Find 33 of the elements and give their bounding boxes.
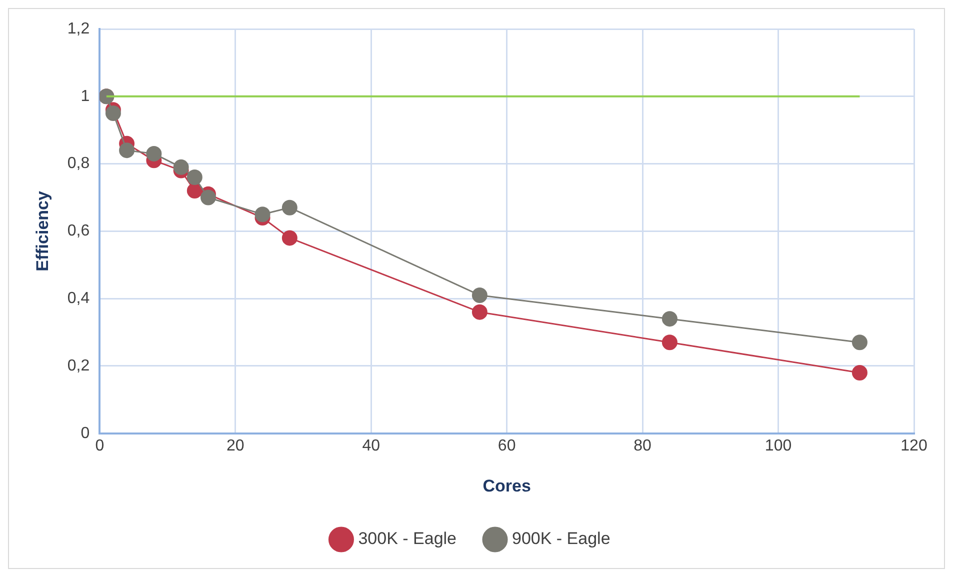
point (662, 334, 678, 350)
point (472, 287, 488, 303)
y-tick-label: 0,2 (67, 357, 90, 374)
point (146, 146, 162, 162)
x-tick-label: 100 (764, 437, 792, 454)
point (472, 304, 488, 320)
y-axis-title: Efficiency (32, 190, 52, 272)
point (852, 364, 868, 380)
point (173, 159, 189, 175)
y-tick-label: 0,6 (67, 222, 90, 240)
legend-label: 300K - Eagle (358, 529, 457, 548)
point (186, 170, 202, 186)
x-tick-label: 0 (95, 437, 104, 454)
point (200, 190, 216, 206)
point (254, 206, 270, 222)
y-tick-label: 0,8 (67, 155, 90, 172)
point (852, 334, 868, 350)
point (662, 311, 678, 327)
y-tick-label: 1 (80, 88, 90, 105)
x-axis-title: Cores (482, 476, 531, 496)
y-tick-label: 0,4 (67, 290, 90, 308)
point (282, 200, 298, 216)
point (119, 142, 135, 158)
y-tick-label: 1,2 (67, 20, 90, 38)
x-tick-label: 40 (362, 437, 380, 454)
point (105, 106, 121, 121)
point (282, 230, 298, 246)
x-tick-label: 120 (900, 437, 928, 454)
y-tick-label: 0 (80, 424, 90, 442)
legend-label: 900K - Eagle (512, 529, 610, 548)
x-tick-label: 60 (498, 437, 516, 454)
x-tick-label: 20 (226, 437, 244, 454)
x-tick-label: 80 (634, 437, 652, 454)
